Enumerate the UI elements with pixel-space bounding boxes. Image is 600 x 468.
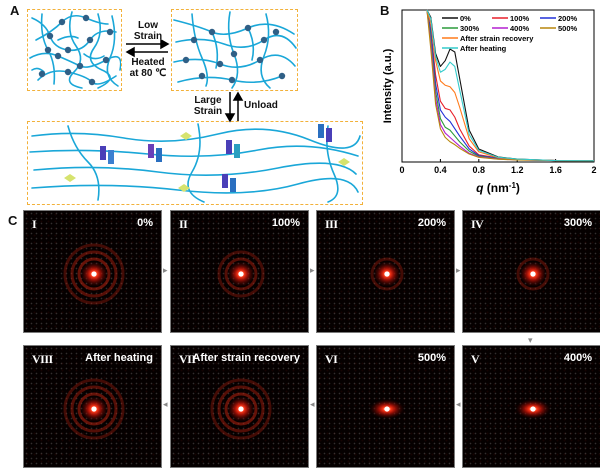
scattering-pattern [370, 257, 404, 291]
scattering-pattern [369, 399, 405, 419]
scattering-ring [63, 378, 125, 440]
saxs-pattern-tile: VIII After heating [23, 345, 162, 468]
connector-arrow: ▸ [163, 265, 168, 275]
polymer-network-relaxed [29, 11, 122, 89]
legend-label: 300% [460, 24, 480, 33]
connector-arrow: ▾ [528, 335, 533, 345]
saxs-pattern-tile: I 0% [23, 210, 162, 333]
scattering-pattern [210, 378, 272, 440]
scattering-ring [63, 243, 125, 305]
tile-roman-numeral: IV [471, 217, 484, 231]
saxs-pattern-tile: III 200% [316, 210, 455, 333]
saxs-pattern-tile: VI 500% [316, 345, 455, 468]
panel-label-b: B [380, 3, 390, 18]
x-tick-label: 2 [591, 165, 596, 175]
beam-center-spot [530, 406, 536, 412]
beam-center-spot [238, 271, 244, 277]
tile-strain-label: 0% [137, 217, 153, 229]
scattering-pattern [63, 378, 125, 440]
scattering-ring [224, 392, 258, 426]
scattering-ring [224, 257, 258, 291]
panel-label-c: C [8, 213, 18, 228]
tile-roman-numeral: VII [179, 352, 196, 366]
tile-roman-numeral: VIII [32, 352, 53, 366]
tile-strain-label: 100% [271, 217, 300, 229]
tile-strain-label: 400% [563, 352, 592, 364]
connector-arrow: ▸ [310, 265, 315, 275]
x-tick-label: 0.8 [473, 165, 486, 175]
tile-roman-numeral: III [325, 217, 338, 231]
scattering-pattern [63, 243, 125, 305]
polymer-network-large-strain [29, 123, 361, 203]
scattering-ring [370, 257, 404, 291]
network-box-large-strain [27, 121, 363, 205]
saxs-intensity-chart: 0 0.4 0.8 1.2 1.6 2 q (nm-1) Intensity (a.u.) 0%… [382, 9, 597, 196]
connector-arrow: ▸ [456, 265, 461, 275]
saxs-pattern-tile: VII After strain recovery [170, 345, 309, 468]
beam-center-spot [91, 406, 97, 412]
beam-center-spot [384, 271, 390, 277]
scattering-ring [210, 378, 272, 440]
beam-center-spot [91, 271, 97, 277]
network-box-stretched-low [171, 9, 298, 91]
scattering-ring [217, 250, 265, 298]
series-line [426, 9, 595, 162]
scattering-ring [77, 392, 111, 426]
legend-label: 500% [558, 24, 578, 33]
scattering-ring [516, 257, 550, 291]
tile-strain-label: 200% [417, 217, 446, 229]
connector-arrow: ◂ [456, 399, 461, 409]
label-large-strain: Large Strain [193, 95, 223, 117]
legend-label: After strain recovery [460, 34, 534, 43]
tile-roman-numeral: II [179, 217, 188, 231]
y-axis-label: Intensity (a.u.) [382, 48, 394, 123]
beam-center-spot [530, 271, 536, 277]
connector-arrow: ◂ [310, 399, 315, 409]
beam-center-spot [384, 406, 390, 412]
scattering-pattern [516, 257, 550, 291]
x-tick-label: 1.2 [511, 165, 524, 175]
x-tick-label: 0.4 [434, 165, 447, 175]
polymer-network-low-strain [173, 11, 297, 89]
x-tick-label: 0 [399, 165, 404, 175]
tile-strain-label: After heating [85, 352, 153, 364]
scattering-ring [217, 385, 265, 433]
legend-label: After heating [460, 44, 507, 53]
saxs-pattern-tile: V 400% [462, 345, 600, 468]
scattering-ring [77, 257, 111, 291]
legend-label: 200% [558, 14, 578, 23]
scattering-ring [70, 385, 118, 433]
series-line [426, 9, 595, 162]
tile-roman-numeral: I [32, 217, 37, 231]
x-tick-label: 1.6 [549, 165, 562, 175]
tile-strain-label: After strain recovery [192, 352, 300, 364]
legend-label: 100% [510, 14, 530, 23]
panel-label-a: A [10, 3, 20, 18]
saxs-pattern-tile: IV 300% [462, 210, 600, 333]
tile-roman-numeral: V [471, 352, 480, 366]
label-low-strain: Low Strain [133, 20, 163, 42]
plot-frame [401, 9, 595, 163]
scattering-ring [70, 250, 118, 298]
x-axis-label: q (nm-1) [476, 181, 520, 196]
label-heated: Heated at 80 ℃ [129, 57, 167, 79]
tile-roman-numeral: VI [325, 352, 338, 366]
beam-center-spot [238, 406, 244, 412]
legend-label: 0% [460, 14, 471, 23]
label-unload: Unload [244, 100, 278, 111]
tile-strain-label: 500% [417, 352, 446, 364]
connector-arrow: ◂ [163, 399, 168, 409]
schematic-arrows [125, 38, 244, 123]
scattering-pattern [515, 399, 551, 419]
saxs-pattern-tile: II 100% [170, 210, 309, 333]
scattering-pattern [217, 250, 265, 298]
network-box-relaxed [27, 9, 122, 91]
tile-strain-label: 300% [563, 217, 592, 229]
legend-label: 400% [510, 24, 530, 33]
